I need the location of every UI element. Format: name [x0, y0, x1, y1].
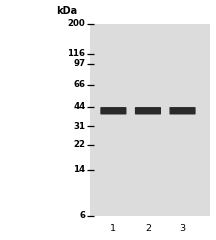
Text: 6: 6 [79, 211, 85, 221]
Text: kDa: kDa [56, 6, 78, 16]
FancyBboxPatch shape [135, 107, 161, 114]
Text: 3: 3 [179, 224, 186, 233]
FancyBboxPatch shape [100, 107, 127, 114]
Text: 31: 31 [73, 122, 85, 131]
Bar [90, 24, 210, 216]
Text: 200: 200 [68, 19, 85, 29]
Text: 97: 97 [73, 59, 85, 68]
FancyBboxPatch shape [169, 107, 196, 114]
Text: 1: 1 [110, 224, 116, 233]
Text: 66: 66 [73, 80, 85, 89]
Text: 22: 22 [73, 140, 85, 149]
Text: 14: 14 [73, 165, 85, 174]
Text: 116: 116 [67, 49, 85, 58]
Text: 44: 44 [73, 102, 85, 111]
Text: 2: 2 [145, 224, 151, 233]
